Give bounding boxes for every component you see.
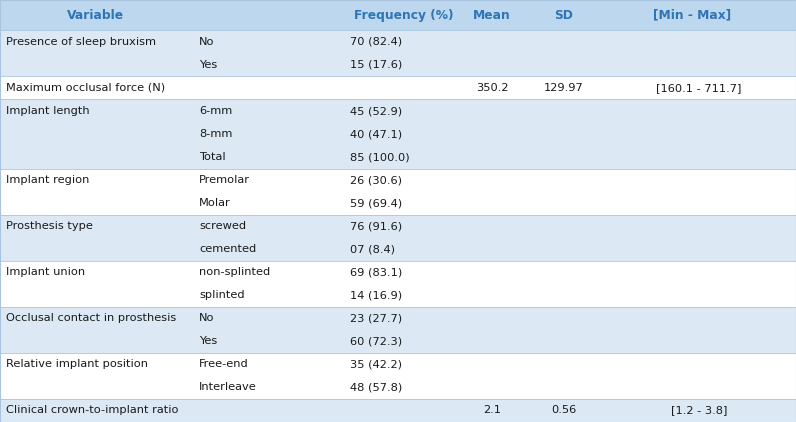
Text: No: No: [199, 314, 214, 323]
Text: 0.56: 0.56: [551, 406, 576, 416]
Text: 14 (16.9): 14 (16.9): [350, 290, 402, 300]
Text: [Min - Max]: [Min - Max]: [654, 9, 732, 22]
Text: No: No: [199, 37, 214, 47]
Bar: [0, 30, 796, 54]
Text: 2.1: 2.1: [483, 406, 501, 416]
Text: Presence of sleep bruxism: Presence of sleep bruxism: [6, 37, 155, 47]
Text: 15 (17.6): 15 (17.6): [350, 60, 403, 70]
Text: Prosthesis type: Prosthesis type: [6, 221, 92, 231]
Bar: [0, 54, 796, 76]
Bar: [0, 353, 796, 376]
Text: 129.97: 129.97: [544, 83, 583, 93]
Text: 69 (83.1): 69 (83.1): [350, 267, 403, 277]
Text: Yes: Yes: [199, 336, 217, 346]
Bar: [0, 307, 796, 330]
Text: Molar: Molar: [199, 198, 231, 208]
Bar: [0, 284, 796, 307]
Bar: [0, 330, 796, 353]
Text: 45 (52.9): 45 (52.9): [350, 106, 402, 116]
Bar: [0, 122, 796, 146]
Text: Free-end: Free-end: [199, 360, 248, 369]
Text: Yes: Yes: [199, 60, 217, 70]
Bar: [0, 169, 796, 192]
Text: Implant region: Implant region: [6, 175, 89, 185]
Text: 6-mm: 6-mm: [199, 106, 232, 116]
Bar: [0, 376, 796, 399]
Text: 48 (57.8): 48 (57.8): [350, 382, 403, 392]
Bar: [0, 76, 796, 100]
Text: Interleave: Interleave: [199, 382, 257, 392]
Text: Mean: Mean: [473, 9, 511, 22]
Bar: [0, 146, 796, 169]
Text: Relative implant position: Relative implant position: [6, 360, 147, 369]
Bar: [0, 0, 796, 30]
Text: [1.2 - 3.8]: [1.2 - 3.8]: [671, 406, 727, 416]
Text: 85 (100.0): 85 (100.0): [350, 152, 410, 162]
Text: splinted: splinted: [199, 290, 244, 300]
Bar: [0, 399, 796, 422]
Text: 60 (72.3): 60 (72.3): [350, 336, 402, 346]
Bar: [0, 192, 796, 215]
Bar: [0, 215, 796, 238]
Text: Variable: Variable: [67, 9, 124, 22]
Text: 35 (42.2): 35 (42.2): [350, 360, 402, 369]
Text: [160.1 - 711.7]: [160.1 - 711.7]: [656, 83, 742, 93]
Bar: [0, 238, 796, 261]
Bar: [0, 261, 796, 284]
Text: 40 (47.1): 40 (47.1): [350, 129, 402, 139]
Text: Total: Total: [199, 152, 225, 162]
Text: Implant union: Implant union: [6, 267, 84, 277]
Text: 76 (91.6): 76 (91.6): [350, 221, 402, 231]
Text: Premolar: Premolar: [199, 175, 250, 185]
Text: non-splinted: non-splinted: [199, 267, 271, 277]
Text: 59 (69.4): 59 (69.4): [350, 198, 402, 208]
Text: Clinical crown-to-implant ratio: Clinical crown-to-implant ratio: [6, 406, 178, 416]
Text: 70 (82.4): 70 (82.4): [350, 37, 402, 47]
Text: Occlusal contact in prosthesis: Occlusal contact in prosthesis: [6, 314, 176, 323]
Bar: [0, 100, 796, 122]
Text: Implant length: Implant length: [6, 106, 89, 116]
Text: 8-mm: 8-mm: [199, 129, 232, 139]
Text: 07 (8.4): 07 (8.4): [350, 244, 396, 254]
Text: 350.2: 350.2: [476, 83, 508, 93]
Text: screwed: screwed: [199, 221, 246, 231]
Text: SD: SD: [554, 9, 573, 22]
Text: 26 (30.6): 26 (30.6): [350, 175, 402, 185]
Text: Frequency (%): Frequency (%): [353, 9, 454, 22]
Text: cemented: cemented: [199, 244, 256, 254]
Text: Maximum occlusal force (N): Maximum occlusal force (N): [6, 83, 165, 93]
Text: 23 (27.7): 23 (27.7): [350, 314, 402, 323]
